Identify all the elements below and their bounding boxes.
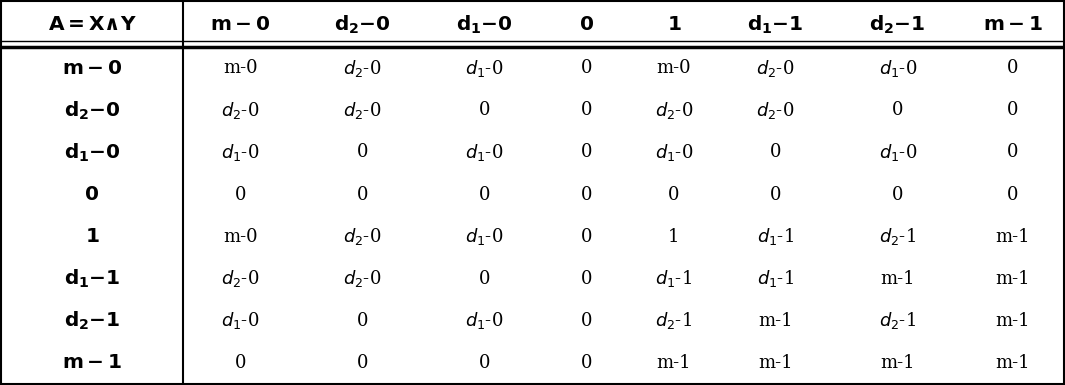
Text: 0: 0 xyxy=(580,59,592,77)
Text: $\mathbf{m-1}$: $\mathbf{m-1}$ xyxy=(983,15,1043,34)
Text: $d_{1}$-0: $d_{1}$-0 xyxy=(465,226,504,247)
Text: $\mathbf{0}$: $\mathbf{0}$ xyxy=(578,15,594,34)
Text: $d_{2}$-1: $d_{2}$-1 xyxy=(880,310,916,331)
Text: 0: 0 xyxy=(1007,186,1018,204)
Text: $d_{1}$-0: $d_{1}$-0 xyxy=(465,142,504,163)
Text: $d_{2}$-0: $d_{2}$-0 xyxy=(343,268,381,289)
Text: 0: 0 xyxy=(770,144,782,161)
Text: $d_{2}$-1: $d_{2}$-1 xyxy=(655,310,692,331)
Text: m-1: m-1 xyxy=(881,270,915,288)
Text: m-1: m-1 xyxy=(996,311,1030,330)
Text: $d_{2}$-0: $d_{2}$-0 xyxy=(343,58,381,79)
Text: $d_{1}$-0: $d_{1}$-0 xyxy=(879,142,917,163)
Text: m-1: m-1 xyxy=(758,311,792,330)
Text: m-1: m-1 xyxy=(881,353,915,372)
Text: 0: 0 xyxy=(580,270,592,288)
Text: $d_{2}$-0: $d_{2}$-0 xyxy=(756,100,794,121)
Text: 0: 0 xyxy=(234,353,246,372)
Text: $\mathbf{m-0}$: $\mathbf{m-0}$ xyxy=(62,59,122,78)
Text: 0: 0 xyxy=(357,353,368,372)
Text: $\mathbf{A = X{\wedge}Y}$: $\mathbf{A = X{\wedge}Y}$ xyxy=(48,15,136,34)
Text: 0: 0 xyxy=(891,186,903,204)
Text: m-0: m-0 xyxy=(223,59,258,77)
Text: 0: 0 xyxy=(668,186,679,204)
Text: 0: 0 xyxy=(1007,102,1018,119)
Text: 0: 0 xyxy=(479,186,490,204)
Text: 0: 0 xyxy=(891,102,903,119)
Text: m-1: m-1 xyxy=(996,228,1030,246)
Text: $d_{2}$-0: $d_{2}$-0 xyxy=(655,100,693,121)
Text: m-1: m-1 xyxy=(996,353,1030,372)
Text: 0: 0 xyxy=(580,353,592,372)
Text: $\mathbf{d_{1}}$$\mathbf{-1}$: $\mathbf{d_{1}}$$\mathbf{-1}$ xyxy=(64,268,120,290)
Text: $d_{1}$-1: $d_{1}$-1 xyxy=(757,226,794,247)
Text: $\mathbf{0}$: $\mathbf{0}$ xyxy=(84,185,99,204)
Text: 0: 0 xyxy=(580,311,592,330)
Text: $\mathbf{m-1}$: $\mathbf{m-1}$ xyxy=(62,353,122,372)
Text: $\mathbf{1}$: $\mathbf{1}$ xyxy=(667,15,682,34)
Text: 0: 0 xyxy=(1007,144,1018,161)
Text: 0: 0 xyxy=(357,311,368,330)
Text: $d_{1}$-0: $d_{1}$-0 xyxy=(655,142,693,163)
Text: 0: 0 xyxy=(234,186,246,204)
Text: 0: 0 xyxy=(1007,59,1018,77)
Text: $\mathbf{d_{1}}$$\mathbf{-0}$: $\mathbf{d_{1}}$$\mathbf{-0}$ xyxy=(64,141,120,164)
Text: 0: 0 xyxy=(357,186,368,204)
Text: $d_{2}$-0: $d_{2}$-0 xyxy=(222,100,260,121)
Text: $d_{2}$-0: $d_{2}$-0 xyxy=(222,268,260,289)
Text: $\mathbf{m-0}$: $\mathbf{m-0}$ xyxy=(210,15,271,34)
Text: $\mathbf{d_{2}}$$\mathbf{-1}$: $\mathbf{d_{2}}$$\mathbf{-1}$ xyxy=(869,13,925,35)
Text: $d_{1}$-0: $d_{1}$-0 xyxy=(222,142,260,163)
Text: 0: 0 xyxy=(479,270,490,288)
Text: $\mathbf{d_{2}}$$\mathbf{-0}$: $\mathbf{d_{2}}$$\mathbf{-0}$ xyxy=(334,13,391,35)
Text: 0: 0 xyxy=(479,102,490,119)
Text: $\mathbf{d_{2}}$$\mathbf{-0}$: $\mathbf{d_{2}}$$\mathbf{-0}$ xyxy=(64,99,120,122)
Text: $d_{1}$-0: $d_{1}$-0 xyxy=(465,58,504,79)
Text: m-0: m-0 xyxy=(223,228,258,246)
Text: m-1: m-1 xyxy=(758,353,792,372)
Text: $d_{1}$-1: $d_{1}$-1 xyxy=(757,268,794,289)
Text: $d_{1}$-0: $d_{1}$-0 xyxy=(465,310,504,331)
Text: $d_{2}$-1: $d_{2}$-1 xyxy=(880,226,916,247)
Text: m-1: m-1 xyxy=(657,353,691,372)
Text: $d_{1}$-1: $d_{1}$-1 xyxy=(655,268,692,289)
Text: 0: 0 xyxy=(580,144,592,161)
Text: $\mathbf{d_{1}}$$\mathbf{-1}$: $\mathbf{d_{1}}$$\mathbf{-1}$ xyxy=(748,13,804,35)
Text: 0: 0 xyxy=(479,353,490,372)
Text: m-1: m-1 xyxy=(996,270,1030,288)
Text: 0: 0 xyxy=(357,144,368,161)
Text: m-0: m-0 xyxy=(657,59,691,77)
Text: $d_{2}$-0: $d_{2}$-0 xyxy=(756,58,794,79)
Text: 1: 1 xyxy=(668,228,679,246)
Text: $d_{1}$-0: $d_{1}$-0 xyxy=(222,310,260,331)
Text: 0: 0 xyxy=(580,228,592,246)
Text: 0: 0 xyxy=(580,186,592,204)
Text: $\mathbf{1}$: $\mathbf{1}$ xyxy=(84,227,99,246)
Text: $\mathbf{d_{2}}$$\mathbf{-1}$: $\mathbf{d_{2}}$$\mathbf{-1}$ xyxy=(64,310,120,332)
Text: $d_{2}$-0: $d_{2}$-0 xyxy=(343,100,381,121)
Text: $d_{1}$-0: $d_{1}$-0 xyxy=(879,58,917,79)
Text: $\mathbf{d_{1}}$$\mathbf{-0}$: $\mathbf{d_{1}}$$\mathbf{-0}$ xyxy=(456,13,513,35)
Text: 0: 0 xyxy=(770,186,782,204)
Text: 0: 0 xyxy=(580,102,592,119)
Text: $d_{2}$-0: $d_{2}$-0 xyxy=(343,226,381,247)
